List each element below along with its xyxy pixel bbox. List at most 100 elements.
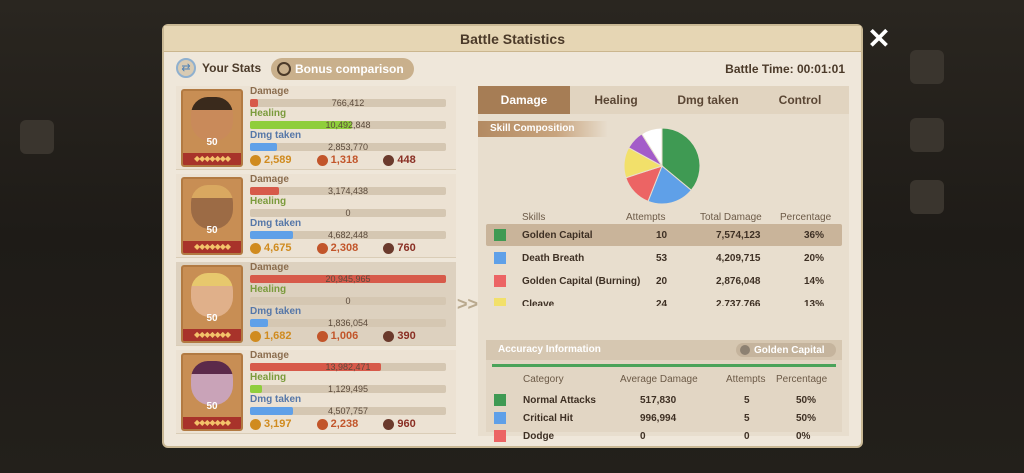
dmg-taken-label: Dmg taken [250,130,302,141]
stat-dmg-taken: Dmg taken 4,507,757 [250,394,448,416]
assist-icon [250,330,261,342]
kill-stats: 4,675 2,308 760 [250,241,450,255]
accuracy-col-header: Attempts [726,374,766,385]
stat-dmg-taken: Dmg taken 2,853,770 [250,130,448,152]
skill-name: Cleave [522,299,555,306]
hero-level: 50 [206,137,218,148]
kill-stats: 2,589 1,318 448 [250,153,450,167]
accuracy-attempts: 0 [744,431,750,442]
dmg-taken-value: 4,682,448 [327,230,369,240]
skill-row[interactable]: Golden Capital (Burning) 20 2,876,048 14% [486,270,842,292]
skills-table-header: Skills Attempts Total Damage Percentage [478,208,849,224]
skills-col-header: Total Damage [700,212,762,223]
dialog-header: Battle Statistics [164,26,861,52]
hero-card[interactable]: 50 ◆◆◆◆◆◆◆ Damage 20,945,965 Healing 0 Dmg tak… [176,262,456,346]
bonus-comparison-button[interactable]: Bonus comparison [271,58,414,80]
bg-icon-4 [20,120,54,154]
hero-stars: ◆◆◆◆◆◆◆ [183,241,241,253]
skill-color-swatch [494,229,506,241]
tab-healing[interactable]: Healing [594,93,638,107]
assist-icon [250,418,261,430]
damage-label: Damage [250,350,289,361]
accuracy-attempts: 5 [744,413,750,424]
kills-icon [316,154,328,166]
hero-card[interactable]: 50 ◆◆◆◆◆◆◆ Damage 3,174,438 Healing 0 Dmg take… [176,174,456,258]
healing-label: Healing [250,284,287,295]
accuracy-row: Dodge 0 0 0% [486,428,842,446]
hero-portrait[interactable]: 50 ◆◆◆◆◆◆◆ [181,353,243,431]
kill-value: 1,006 [330,330,359,342]
pie-slice [661,127,701,191]
kill-stat: 448 [383,153,450,167]
accuracy-color-swatch [494,394,506,406]
skill-row[interactable]: Cleave 24 2,737,766 13% [486,293,842,306]
kill-stat: 2,238 [316,417,384,431]
hero-portrait[interactable]: 50 ◆◆◆◆◆◆◆ [181,89,243,167]
dmg-taken-value: 4,507,757 [327,406,369,416]
accuracy-color-swatch [494,430,506,442]
assist-icon [250,154,261,166]
kill-stat: 4,675 [250,241,317,255]
dmg-taken-bar-fill [250,231,294,239]
skill-row[interactable]: Golden Capital 10 7,574,123 36% [486,224,842,246]
hero-stars: ◆◆◆◆◆◆◆ [183,329,241,341]
healing-bar-fill [250,121,352,129]
kill-stat: 390 [383,329,450,343]
dmg-taken-label: Dmg taken [250,306,302,317]
dmg-taken-bar [250,407,446,415]
hero-portrait[interactable]: 50 ◆◆◆◆◆◆◆ [181,177,243,255]
assist-icon [250,242,261,254]
skull-icon [383,330,395,342]
your-stats-label: Your Stats [202,61,262,75]
damage-value: 766,412 [331,98,365,108]
hero-portrait[interactable]: 50 ◆◆◆◆◆◆◆ [181,265,243,343]
skill-attempts: 10 [656,230,668,241]
damage-label: Damage [250,86,289,97]
skill-pie-chart [622,126,702,206]
kill-value: 960 [397,418,416,430]
damage-bar [250,99,446,107]
hero-card[interactable]: 50 ◆◆◆◆◆◆◆ Damage 13,982,471 Healing 1,129,49… [176,350,456,434]
accuracy-skill-selector[interactable]: Golden Capital [736,343,836,357]
accuracy-panel: Accuracy Information Golden Capital Cate… [486,340,842,442]
kill-stat: 960 [383,417,450,431]
kill-value: 390 [397,330,416,342]
skill-total-damage: 2,737,766 [716,299,761,306]
damage-bar-fill [250,187,280,195]
hero-card[interactable]: 50 ◆◆◆◆◆◆◆ Damage 766,412 Healing 10,492,848 D… [176,86,456,170]
arrow-right-icon: >> [457,294,479,314]
stat-dmg-taken: Dmg taken 1,836,054 [250,306,448,328]
skill-color-swatch [494,275,506,287]
kill-value: 1,318 [330,154,359,166]
skills-table[interactable]: Golden Capital 10 7,574,123 36% Death Breath… [486,224,842,306]
healing-bar [250,121,446,129]
kills-icon [316,330,328,342]
skill-percentage: 14% [804,276,825,287]
skill-color-swatch [494,252,506,264]
close-button[interactable]: ✕ [867,23,891,54]
accuracy-attempts: 5 [744,395,750,406]
skills-col-header: Attempts [626,212,666,223]
skill-name: Death Breath [522,253,585,264]
dmg-taken-bar-fill [250,143,278,151]
tab-dmg-taken[interactable]: Dmg taken [677,93,739,107]
accuracy-selected-skill: Golden Capital [754,344,825,356]
healing-bar [250,209,446,217]
accuracy-color-swatch [494,412,506,424]
stats-panel: Damage Healing Dmg taken Control Skill Comp… [478,86,849,442]
dmg-taken-value: 2,853,770 [327,142,369,152]
healing-value: 10,492,848 [325,120,371,130]
sword-icon [740,345,750,355]
damage-value: 3,174,438 [327,186,369,196]
dmg-taken-bar [250,231,446,239]
your-stats-toggle[interactable]: ⇄ Your Stats [176,58,261,78]
dmg-taken-bar-fill [250,407,294,415]
skill-color-swatch [494,298,506,306]
dmg-taken-bar [250,319,446,327]
skill-composition-header: Skill Composition [478,121,608,137]
tab-damage[interactable]: Damage [478,86,570,114]
kill-stat: 1,318 [316,153,384,167]
tab-control[interactable]: Control [778,93,822,107]
dmg-taken-value: 1,836,054 [327,318,369,328]
skill-row[interactable]: Death Breath 53 4,209,715 20% [486,247,842,269]
